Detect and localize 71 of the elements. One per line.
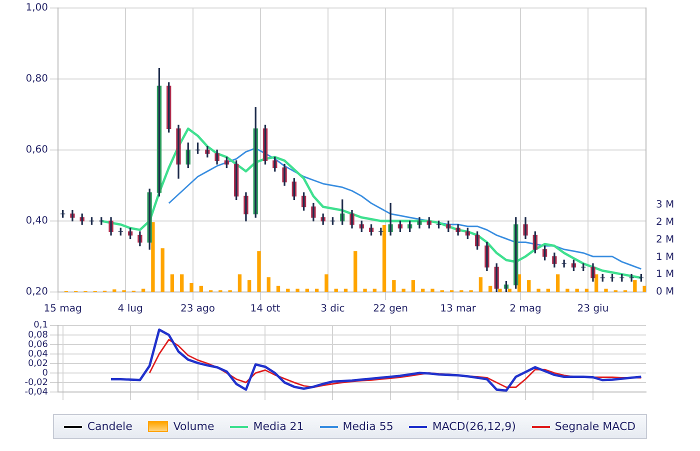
bar bbox=[536, 288, 540, 292]
legend-label: Media 55 bbox=[342, 420, 394, 433]
x-tick-label: 4 lug bbox=[118, 304, 143, 315]
bar bbox=[112, 289, 116, 292]
legend-label: Segnale MACD bbox=[554, 420, 636, 433]
candlestick bbox=[195, 142, 200, 154]
bar bbox=[296, 288, 300, 292]
bar bbox=[402, 288, 406, 292]
bar bbox=[238, 274, 242, 292]
candlestick bbox=[89, 217, 94, 225]
bar bbox=[527, 280, 531, 292]
bar bbox=[257, 251, 261, 292]
y2-tick-label: 1 M bbox=[656, 252, 674, 263]
x-tick-label: 15 mag bbox=[44, 304, 82, 315]
bar bbox=[566, 288, 570, 292]
y-tick-label: 0,60 bbox=[26, 144, 48, 156]
y2-tick-label: 2 M bbox=[656, 217, 674, 228]
bar bbox=[190, 282, 194, 292]
x-tick-label: 2 mag bbox=[510, 304, 542, 315]
y-tick-label: 0,08 bbox=[28, 330, 48, 340]
y-tick-label: 0,1 bbox=[34, 320, 48, 331]
y2-tick-label: 3 M bbox=[656, 200, 674, 211]
text: Candele bbox=[87, 420, 132, 433]
x-tick-label: 23 giu bbox=[577, 304, 609, 315]
bar bbox=[633, 280, 637, 292]
bar bbox=[160, 248, 164, 292]
bar bbox=[180, 274, 184, 292]
candlestick bbox=[99, 217, 104, 225]
y-tick-label: 0,02 bbox=[28, 358, 48, 369]
y2-tick-label: 1 M bbox=[656, 269, 674, 280]
bar bbox=[199, 286, 203, 292]
y-tick-label: 0 bbox=[42, 368, 48, 378]
legend-label: Media 21 bbox=[253, 420, 304, 433]
bar bbox=[276, 286, 280, 292]
x-tick-label: 14 ott bbox=[250, 304, 280, 315]
candlestick bbox=[330, 217, 336, 225]
x-tick-label: 23 ago bbox=[180, 304, 216, 315]
y2-tick-label: 2 M bbox=[656, 234, 674, 246]
bar bbox=[354, 251, 358, 292]
candlestick bbox=[436, 220, 442, 228]
y-tick-label: 0,80 bbox=[26, 74, 48, 85]
bar bbox=[642, 286, 646, 292]
bar bbox=[488, 286, 492, 292]
bar bbox=[411, 280, 416, 292]
bar bbox=[170, 274, 174, 292]
bar bbox=[151, 222, 155, 292]
bar bbox=[382, 225, 386, 292]
y-tick-label: -0,04 bbox=[24, 387, 48, 398]
y-tick-label: 0,04 bbox=[28, 349, 48, 360]
legend-label: Volume bbox=[173, 420, 214, 433]
y2-tick-label: 0 M bbox=[656, 286, 674, 298]
bar bbox=[556, 274, 560, 292]
bar bbox=[604, 288, 608, 292]
bar bbox=[498, 288, 502, 292]
bar bbox=[363, 288, 367, 292]
x-tick-label: 13 mar bbox=[440, 304, 477, 315]
y-tick-label: 1,00 bbox=[26, 2, 48, 14]
y-tick-label: -0,02 bbox=[24, 378, 48, 388]
x-tick-label: 3 dic bbox=[320, 304, 345, 315]
bar bbox=[478, 277, 483, 292]
bar bbox=[248, 280, 252, 292]
bar bbox=[575, 288, 579, 292]
legend-label: MACD(26,12,9) bbox=[432, 420, 516, 433]
bar bbox=[266, 277, 270, 292]
x-tick-label: 22 gen bbox=[373, 304, 408, 315]
bar bbox=[430, 288, 434, 292]
bar bbox=[392, 280, 396, 292]
y-tick-label: 0,06 bbox=[28, 340, 48, 350]
y-tick-label: 0,40 bbox=[26, 216, 48, 227]
y-tick-label: 0,20 bbox=[26, 286, 48, 298]
bar bbox=[324, 274, 328, 292]
